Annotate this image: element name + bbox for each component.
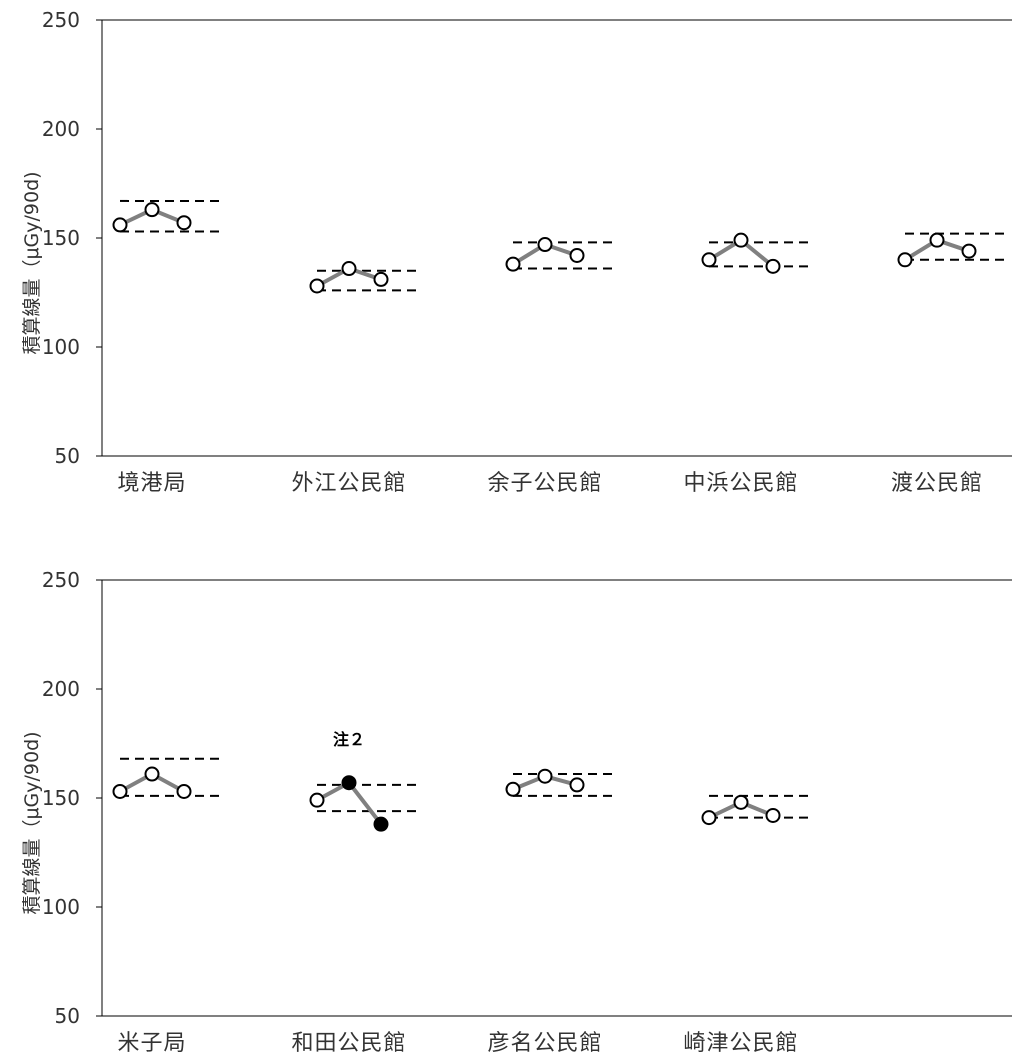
y-tick-label: 250 — [42, 568, 80, 592]
station-series — [309, 261, 421, 294]
data-point — [144, 202, 160, 218]
y-tick-label: 50 — [55, 444, 80, 468]
category-label: 和田公民館 — [291, 1031, 406, 1055]
chart-panel-1: 50 100 150 200 250 積算線量（μGy/90d) 境港局 外江公民館 余子公民館… — [21, 8, 1012, 496]
category-label: 外江公民館 — [291, 471, 406, 496]
category-label: 崎津公民館 — [683, 1031, 798, 1055]
station-series — [897, 232, 1009, 268]
station-series — [701, 232, 813, 274]
category-label: 余子公民館 — [487, 471, 602, 496]
category-label: 境港局 — [117, 471, 186, 496]
station-series — [505, 768, 617, 797]
y-axis-label: 積算線量（μGy/90d) — [21, 171, 43, 354]
data-point — [176, 783, 192, 799]
category-label: 米子局 — [117, 1031, 186, 1055]
data-point — [733, 794, 749, 810]
data-point-filled — [341, 775, 357, 791]
y-axis-label: 積算線量（μGy/90d) — [21, 731, 43, 914]
data-point — [144, 766, 160, 782]
data-point — [537, 237, 553, 253]
category-label: 彦名公民館 — [487, 1031, 602, 1055]
y-tick-label: 150 — [42, 226, 80, 250]
data-point — [373, 271, 389, 287]
data-point — [505, 256, 521, 272]
data-point — [569, 777, 585, 793]
data-point — [765, 807, 781, 823]
station-series — [112, 199, 224, 233]
y-tick-label: 100 — [42, 895, 80, 919]
data-point — [341, 261, 357, 277]
data-point — [112, 783, 128, 799]
note-label: 注２ — [333, 730, 365, 749]
data-point — [309, 792, 325, 808]
station-series: 注２ — [309, 730, 421, 832]
y-tick-label: 150 — [42, 786, 80, 810]
y-tick-label: 200 — [42, 677, 80, 701]
data-point — [701, 810, 717, 826]
y-tick-label: 100 — [42, 335, 80, 359]
station-series — [701, 794, 813, 826]
category-label: 渡公民館 — [891, 471, 983, 496]
data-point — [929, 232, 945, 248]
data-point — [505, 781, 521, 797]
data-point — [701, 252, 717, 268]
data-point — [961, 243, 977, 259]
y-tick-label: 200 — [42, 117, 80, 141]
station-series — [112, 757, 224, 799]
data-point — [309, 278, 325, 294]
data-point — [537, 768, 553, 784]
data-point — [765, 258, 781, 274]
data-point — [112, 217, 128, 233]
y-tick-label: 250 — [42, 8, 80, 32]
category-label: 中浜公民館 — [683, 471, 798, 496]
chart-panel-2: 50 100 150 200 250 積算線量（μGy/90d) 米子局 和田公民館 彦名公民館… — [21, 568, 1012, 1055]
data-point — [569, 247, 585, 263]
station-series — [505, 237, 617, 272]
data-point — [733, 232, 749, 248]
y-tick-label: 50 — [55, 1004, 80, 1028]
data-point — [897, 252, 913, 268]
data-point-filled — [373, 816, 389, 832]
data-point — [176, 215, 192, 231]
